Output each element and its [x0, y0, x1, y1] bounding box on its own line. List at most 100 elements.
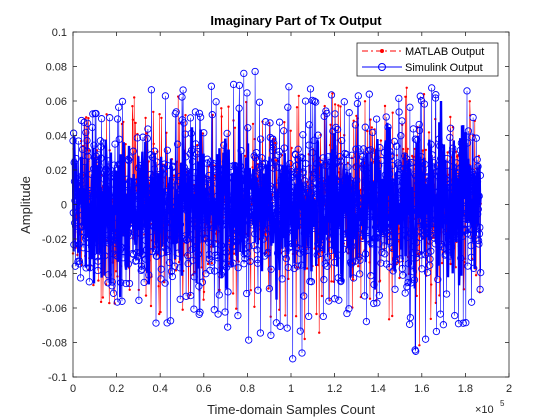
data-point-simulink-output: [389, 267, 397, 275]
data-point-simulink-output: [452, 159, 461, 167]
data-point-simulink-output: [245, 336, 253, 344]
data-point-simulink-output: [396, 164, 405, 173]
data-point-matlab-output: [152, 110, 155, 114]
data-point-simulink-output: [192, 150, 201, 158]
x-tick-label: 1.4: [371, 383, 386, 395]
data-point-matlab-output: [101, 296, 105, 299]
data-point-simulink-output: [442, 250, 450, 258]
data-point-simulink-output: [396, 255, 404, 263]
data-point-simulink-output: [384, 123, 392, 131]
data-point-simulink-output: [415, 126, 424, 135]
data-point-matlab-output: [415, 294, 418, 298]
data-point-simulink-output: [196, 308, 204, 316]
data-point-simulink-output: [335, 188, 343, 197]
data-point-matlab-output: [157, 285, 160, 288]
data-point-matlab-output: [391, 111, 394, 114]
data-point-simulink-output: [123, 219, 131, 227]
data-point-simulink-output: [78, 223, 86, 231]
data-point-simulink-output: [224, 288, 232, 296]
data-point-simulink-output: [88, 207, 97, 215]
data-point-simulink-output: [472, 134, 480, 142]
data-point-simulink-output: [451, 311, 459, 320]
data-point-simulink-output: [296, 327, 304, 335]
data-point-simulink-output: [363, 179, 371, 187]
data-point-simulink-output: [265, 225, 273, 233]
data-point-simulink-output: [375, 240, 383, 248]
data-point-matlab-output: [297, 94, 300, 98]
data-point-matlab-output: [211, 113, 214, 117]
data-point-matlab-output: [303, 337, 306, 341]
data-point-simulink-output: [74, 137, 83, 145]
data-point-simulink-output: [111, 170, 119, 178]
data-point-simulink-output: [181, 177, 189, 186]
data-point-simulink-output: [216, 166, 225, 175]
data-point-simulink-output: [149, 188, 157, 196]
data-point-simulink-output: [143, 179, 152, 187]
data-point-simulink-output: [360, 165, 368, 173]
data-point-simulink-output: [280, 144, 288, 152]
data-point-simulink-output: [80, 118, 88, 126]
data-point-matlab-output: [315, 312, 318, 316]
data-point-simulink-output: [104, 271, 112, 279]
data-point-simulink-output: [145, 248, 154, 256]
data-point-simulink-output: [149, 173, 157, 182]
y-tick-label: -0.02: [42, 234, 67, 246]
data-point-simulink-output: [83, 147, 91, 155]
data-point-simulink-output: [442, 228, 450, 236]
data-point-simulink-output: [402, 168, 410, 176]
data-point-simulink-output: [295, 195, 303, 203]
data-point-simulink-output: [238, 198, 246, 206]
data-point-simulink-output: [370, 299, 378, 308]
data-point-simulink-output: [446, 133, 454, 142]
data-point-matlab-output: [320, 294, 324, 298]
data-point-simulink-output: [280, 127, 288, 135]
data-point-simulink-output: [367, 272, 375, 280]
data-point-simulink-output: [283, 324, 291, 332]
data-point-simulink-output: [165, 258, 174, 267]
data-point-simulink-output: [331, 110, 339, 118]
data-point-simulink-output: [199, 229, 207, 238]
legend-marker-simulink: [378, 63, 386, 71]
data-point-simulink-output: [202, 234, 211, 243]
data-point-simulink-output: [211, 251, 219, 259]
data-point-simulink-output: [352, 163, 360, 171]
data-point-simulink-output: [456, 180, 465, 189]
data-point-simulink-output: [226, 235, 235, 243]
data-point-simulink-output: [232, 230, 240, 238]
data-point-simulink-output: [303, 230, 311, 238]
data-point-simulink-output: [436, 142, 444, 150]
data-point-simulink-output: [476, 171, 485, 180]
data-point-simulink-output: [432, 91, 440, 99]
data-point-simulink-output: [210, 306, 218, 314]
y-tick-label: 0.06: [46, 96, 67, 108]
data-point-simulink-output: [417, 152, 425, 161]
data-point-matlab-output: [76, 253, 79, 257]
data-point-simulink-output: [175, 235, 183, 243]
x-tick-label: 1.6: [414, 383, 429, 395]
data-point-matlab-output: [287, 277, 290, 281]
data-point-simulink-output: [366, 146, 375, 154]
data-point-simulink-output: [468, 133, 476, 141]
data-point-simulink-output: [248, 216, 256, 224]
data-point-simulink-output: [304, 246, 312, 254]
data-point-simulink-output: [414, 209, 422, 217]
data-point-simulink-output: [216, 200, 224, 208]
data-point-simulink-output: [197, 160, 206, 169]
data-point-simulink-output: [171, 212, 179, 220]
data-point-simulink-output: [371, 214, 379, 222]
data-point-matlab-output: [210, 262, 213, 265]
data-point-simulink-output: [323, 199, 332, 207]
data-point-simulink-output: [87, 189, 96, 197]
data-point-simulink-output: [186, 114, 195, 122]
data-point-simulink-output: [459, 319, 467, 327]
data-point-simulink-output: [454, 192, 462, 201]
data-point-simulink-output: [321, 260, 329, 268]
data-point-simulink-output: [140, 278, 148, 287]
data-point-simulink-output: [298, 218, 306, 226]
data-point-simulink-output: [106, 206, 115, 214]
data-point-simulink-output: [252, 198, 261, 207]
x-tick-label: 0.6: [196, 383, 211, 395]
data-point-simulink-output: [366, 192, 374, 200]
data-point-matlab-output: [429, 317, 432, 321]
data-point-simulink-output: [218, 202, 226, 211]
